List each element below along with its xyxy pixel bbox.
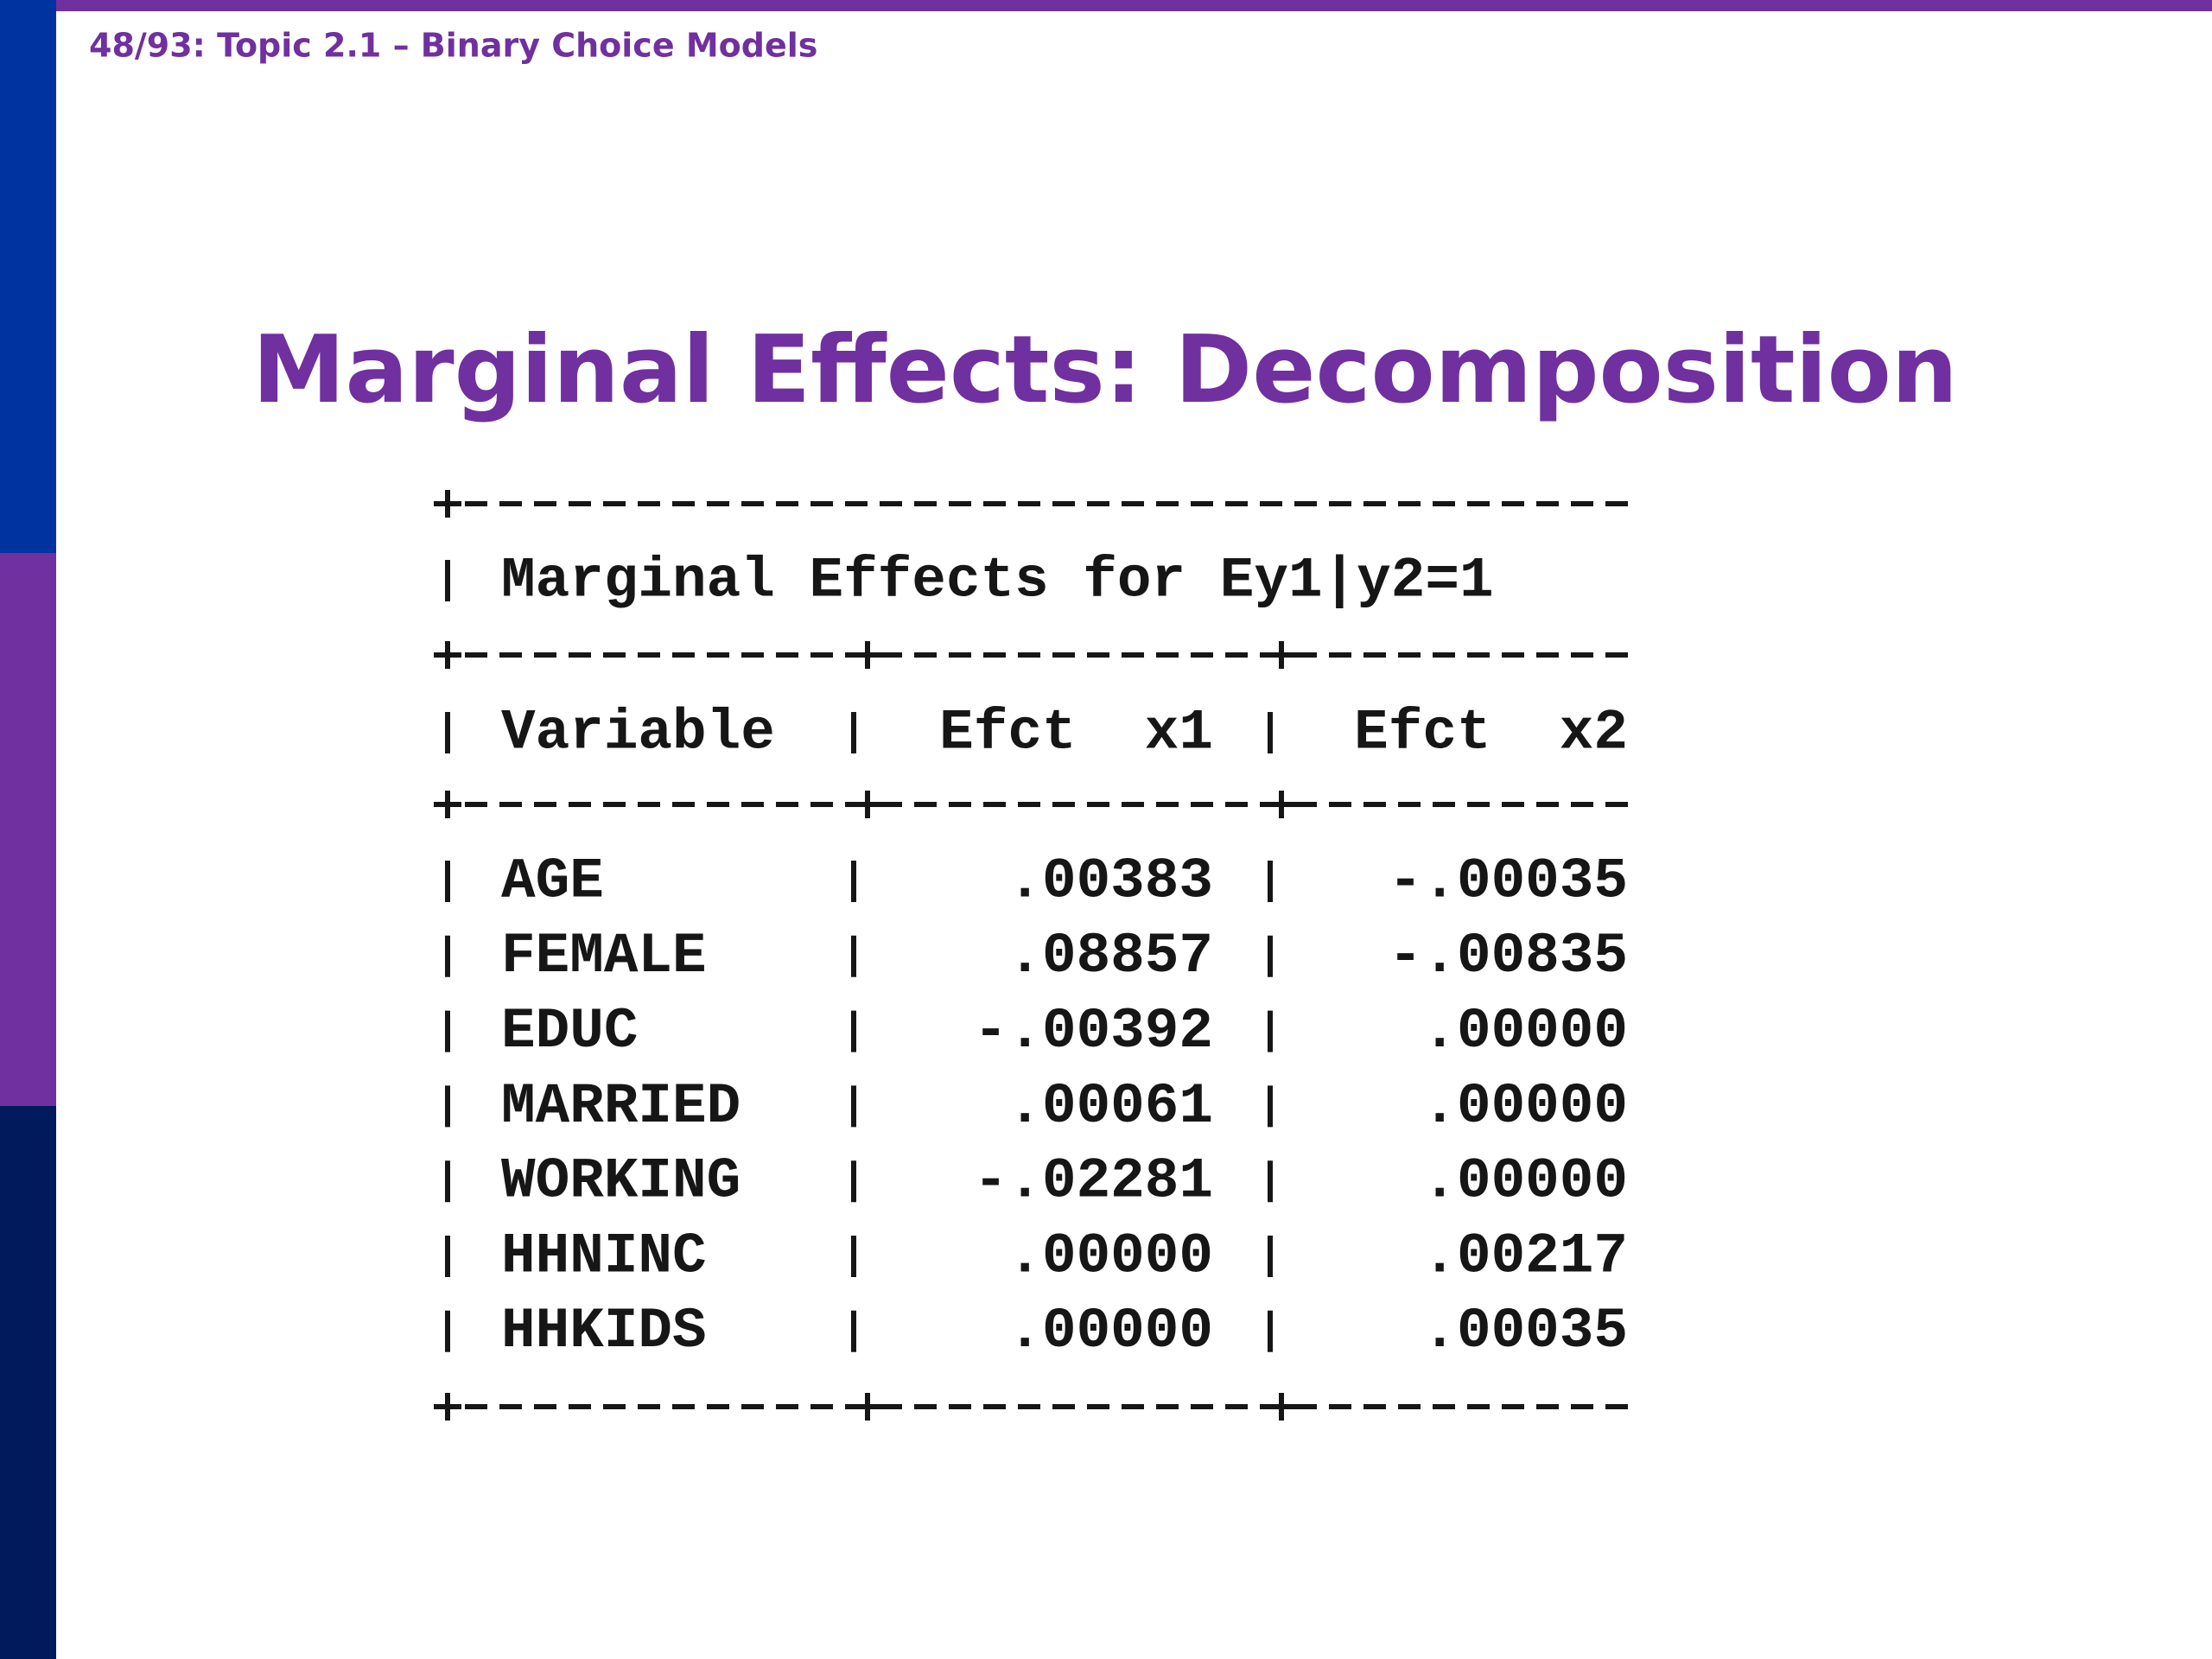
row-label: MARRIED [501, 1074, 741, 1139]
table-value: -.00835 [1389, 924, 1628, 988]
row-label: HHKIDS [501, 1299, 707, 1363]
slide-label: 48/93: Topic 2.1 – Binary Choice Models [89, 27, 817, 65]
table-value: .00035 [1422, 1299, 1628, 1363]
table-value: .00217 [1422, 1224, 1628, 1288]
table-value: -.02281 [974, 1149, 1213, 1214]
row-label: FEMALE [501, 924, 707, 988]
row-label: WORKING [501, 1149, 741, 1214]
table-value: -.00392 [974, 999, 1213, 1064]
table-value: .00000 [1422, 999, 1628, 1064]
table-value: .00000 [1422, 1149, 1628, 1214]
column-header: Variable [501, 700, 775, 765]
table-value: .08857 [1007, 924, 1213, 988]
column-header: Efct x1 [939, 700, 1213, 765]
table-value: .00383 [1007, 849, 1213, 913]
table-value: .00000 [1422, 1074, 1628, 1139]
table-value: -.00035 [1389, 849, 1628, 913]
side-bar-navy [0, 1106, 56, 1659]
side-bar-purple [0, 553, 56, 1106]
table: Marginal Effects for Ey1|y2=1 Variable Efc… [434, 490, 1637, 1421]
table-value: .00061 [1007, 1074, 1213, 1139]
table-value: .00000 [1007, 1224, 1213, 1288]
table-value: .00000 [1007, 1299, 1213, 1363]
slide-title: Marginal Effects: Decomposition [252, 316, 1958, 424]
row-label: AGE [501, 849, 604, 913]
row-label: EDUC [501, 999, 638, 1064]
row-label: HHNINC [501, 1224, 707, 1288]
table-caption: Marginal Effects for Ey1|y2=1 [501, 548, 1494, 613]
side-bar-blue [0, 0, 56, 553]
column-header: Efct x2 [1354, 700, 1628, 765]
top-bar [0, 0, 2212, 11]
